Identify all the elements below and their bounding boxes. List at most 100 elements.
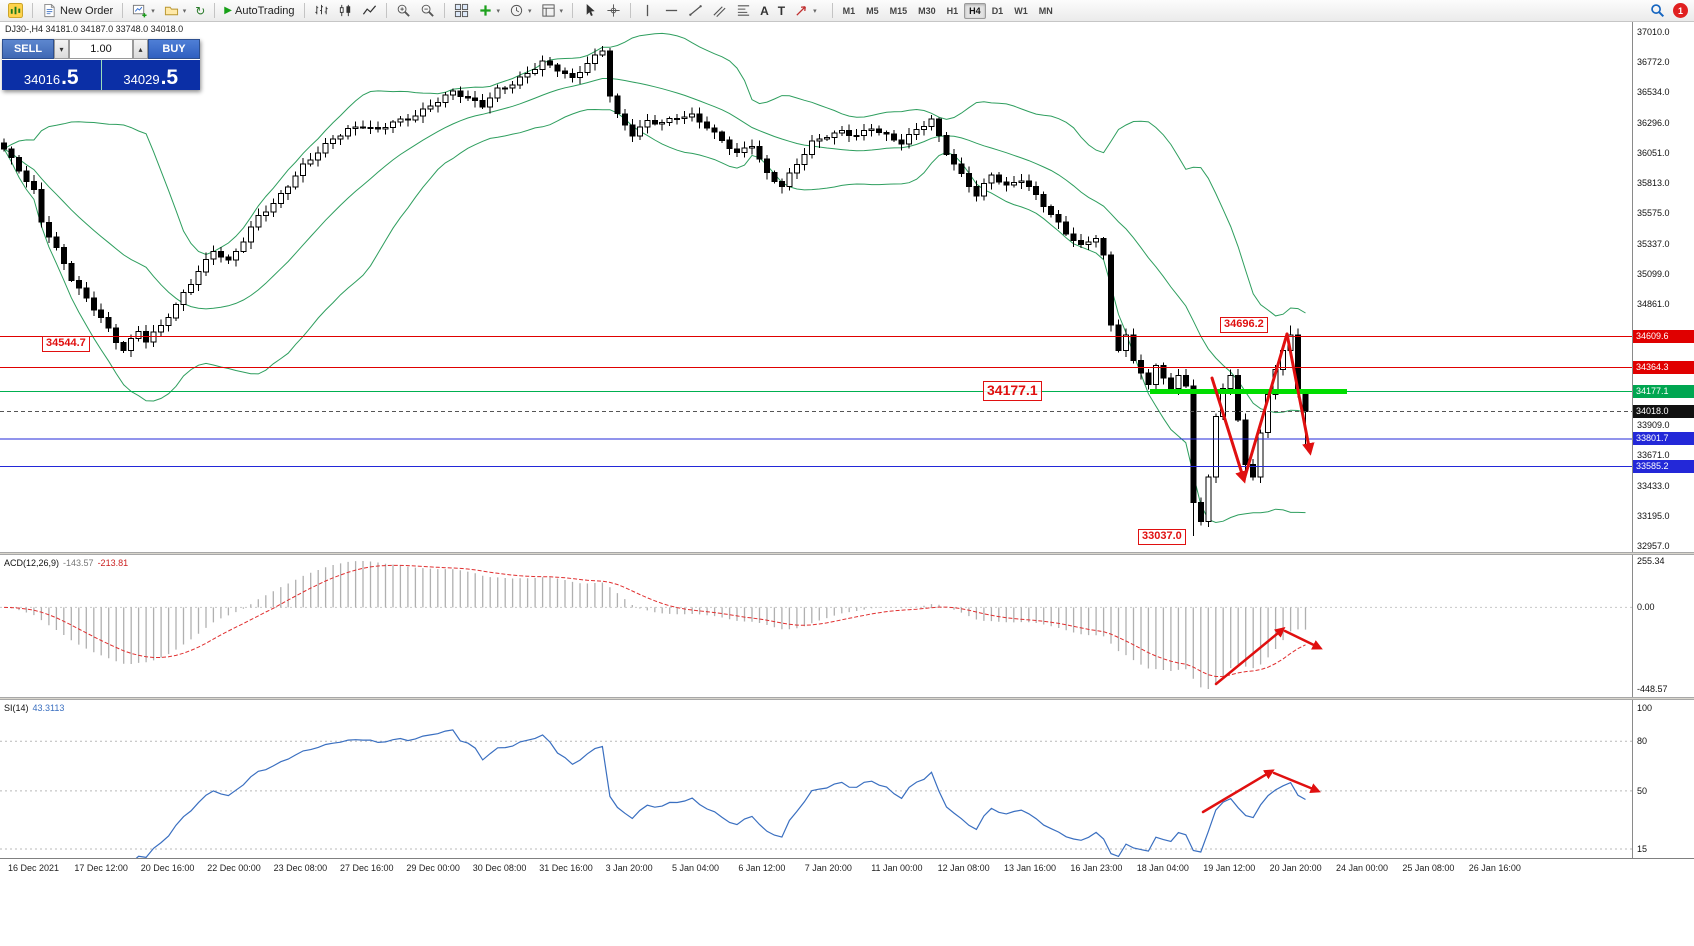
price-axis-label: 34861.0	[1637, 299, 1670, 309]
channel-icon[interactable]	[708, 1, 731, 21]
time-axis-label: 6 Jan 12:00	[738, 863, 786, 873]
buy-price-frac: .5	[160, 66, 179, 90]
price-axis-label: 33195.0	[1637, 511, 1670, 521]
price-annotation-34544.7[interactable]: 34544.7	[42, 336, 90, 352]
autotrading-button[interactable]: ▶ AutoTrading	[224, 4, 295, 17]
indicators-icon[interactable]: ▾	[474, 1, 505, 21]
sell-price-main: 34016	[23, 71, 61, 87]
crosshair-icon[interactable]	[602, 1, 625, 21]
time-axis-label: 12 Jan 08:00	[937, 863, 990, 873]
timeframe-d1[interactable]: D1	[991, 5, 1004, 16]
price-axis-label: 33433.0	[1637, 481, 1670, 491]
chart-canvas[interactable]	[0, 22, 1694, 946]
zoom-out-icon[interactable]	[416, 1, 439, 21]
price-axis-label: 36772.0	[1637, 57, 1670, 67]
rsi-drawn-arrows[interactable]	[1201, 769, 1321, 814]
price-axis-label: 35813.0	[1637, 178, 1670, 188]
macd-plot[interactable]	[0, 561, 1632, 689]
buy-price[interactable]: 34029 .5	[101, 60, 200, 90]
chart-area: DJ30-,H4 34181.0 34187.0 33748.0 34018.0…	[0, 22, 1694, 946]
time-axis[interactable]: 16 Dec 2021 17 Dec 12:00 20 Dec 16:00 22 De…	[0, 858, 1694, 881]
arrows-icon[interactable]: ▾	[790, 1, 821, 21]
rsi-plot[interactable]	[0, 729, 1632, 866]
time-axis-label: 20 Jan 20:00	[1269, 863, 1322, 873]
price-annotation-33037.0[interactable]: 33037.0	[1138, 529, 1186, 545]
toolbar-separator	[443, 3, 445, 18]
price-annotation-34696.2[interactable]: 34696.2	[1220, 317, 1268, 333]
notifications-badge[interactable]: 1	[1673, 3, 1688, 18]
toolbar-separator	[32, 3, 33, 18]
rsi-value: 43.3113	[32, 703, 65, 713]
horizontal-line-icon[interactable]	[660, 1, 683, 21]
timeframe-m1[interactable]: M1	[842, 5, 856, 16]
time-axis-label: 26 Jan 16:00	[1468, 863, 1521, 873]
vertical-line-icon[interactable]	[636, 1, 659, 21]
macd-value: -143.57	[63, 558, 94, 568]
new-order-button[interactable]: New Order	[38, 1, 117, 21]
time-axis-label: 25 Jan 08:00	[1402, 863, 1455, 873]
sell-price-frac: .5	[61, 66, 79, 90]
zoom-in-icon[interactable]	[392, 1, 415, 21]
price-axis-label: 33671.0	[1637, 450, 1670, 460]
line-chart-icon[interactable]	[358, 1, 381, 21]
rsi-axis-label: 100	[1637, 703, 1653, 713]
time-axis-label: 3 Jan 20:00	[605, 863, 653, 873]
candlestick-chart-icon[interactable]	[334, 1, 357, 21]
tile-windows-icon[interactable]	[450, 1, 473, 21]
sell-price[interactable]: 34016 .5	[2, 60, 101, 90]
rsi-label: SI(14) 43.3113	[4, 703, 64, 713]
buy-button[interactable]: BUY	[148, 39, 200, 59]
price-annotation-34177.1[interactable]: 34177.1	[983, 381, 1042, 401]
cursor-icon[interactable]	[578, 1, 601, 21]
timeframe-buttons: M1 M5 M15 M30 H1 H4 D1 W1 MN	[828, 2, 1058, 19]
time-axis-label: 18 Jan 04:00	[1136, 863, 1189, 873]
axis-price-tag-34609.6: 34609.6	[1633, 330, 1694, 343]
timeframe-mn[interactable]: MN	[1038, 5, 1053, 16]
horizontal-levels[interactable]	[0, 335, 1632, 467]
label-icon[interactable]: T	[777, 3, 786, 18]
volume-down-button[interactable]: ▾	[54, 39, 69, 59]
timeframe-m15[interactable]: M15	[889, 5, 908, 16]
app-icon[interactable]	[4, 1, 27, 21]
timeframe-w1[interactable]: W1	[1014, 5, 1028, 16]
timeframe-m5[interactable]: M5	[866, 5, 879, 16]
bar-chart-icon[interactable]	[310, 1, 333, 21]
search-icon[interactable]	[1646, 1, 1669, 21]
price-chart-plot[interactable]	[0, 32, 1632, 536]
refresh-icon[interactable]: ↻	[195, 3, 206, 18]
time-axis-label: 31 Dec 16:00	[539, 863, 593, 873]
macd-axis-label: 255.34	[1637, 556, 1665, 566]
price-axis-label: 35099.0	[1637, 269, 1670, 279]
one-click-trading-panel: SELL ▾ 1.00 ▴ BUY 34016 .5 34029 .5	[2, 39, 200, 90]
new-chart-icon[interactable]: ▾	[128, 1, 159, 21]
timeframe-h4[interactable]: H4	[964, 2, 986, 19]
templates-icon[interactable]: ▾	[537, 1, 568, 21]
timeframe-h1[interactable]: H1	[946, 5, 959, 16]
timeframe-m30[interactable]: M30	[918, 5, 936, 16]
text-icon[interactable]: A	[760, 3, 769, 18]
toolbar-buttons: New Order ▾ ▾ ↻ ▶ AutoTrading ▾ ▾ ▾ A T ▾	[4, 1, 821, 21]
fibonacci-icon[interactable]	[732, 1, 755, 21]
buy-price-main: 34029	[123, 71, 160, 87]
price-axis-label: 36534.0	[1637, 87, 1670, 97]
price-axis-label: 35337.0	[1637, 239, 1670, 249]
trendline-icon[interactable]	[684, 1, 707, 21]
time-axis-label: 17 Dec 12:00	[74, 863, 128, 873]
chart-profiles-icon[interactable]: ▾	[160, 1, 191, 21]
price-axis-label: 37010.0	[1637, 27, 1670, 37]
chart-ohlc-title: DJ30-,H4 34181.0 34187.0 33748.0 34018.0	[5, 24, 184, 34]
volume-input[interactable]: 1.00	[69, 39, 133, 59]
periods-icon[interactable]: ▾	[505, 1, 536, 21]
panel-splitter[interactable]	[0, 697, 1694, 700]
support-zone[interactable]	[1150, 388, 1347, 394]
panel-splitter[interactable]	[0, 552, 1694, 555]
axis-price-tag-34018.0: 34018.0	[1633, 405, 1694, 418]
macd-axis-label: -448.57	[1637, 684, 1668, 694]
volume-up-button[interactable]: ▴	[133, 39, 148, 59]
sell-button[interactable]: SELL	[2, 39, 54, 59]
rsi-axis-label: 15	[1637, 844, 1648, 854]
time-axis-label: 16 Dec 2021	[8, 863, 60, 873]
macd-drawn-arrows[interactable]	[1214, 627, 1323, 686]
drawn-arrows[interactable]	[1210, 332, 1315, 484]
